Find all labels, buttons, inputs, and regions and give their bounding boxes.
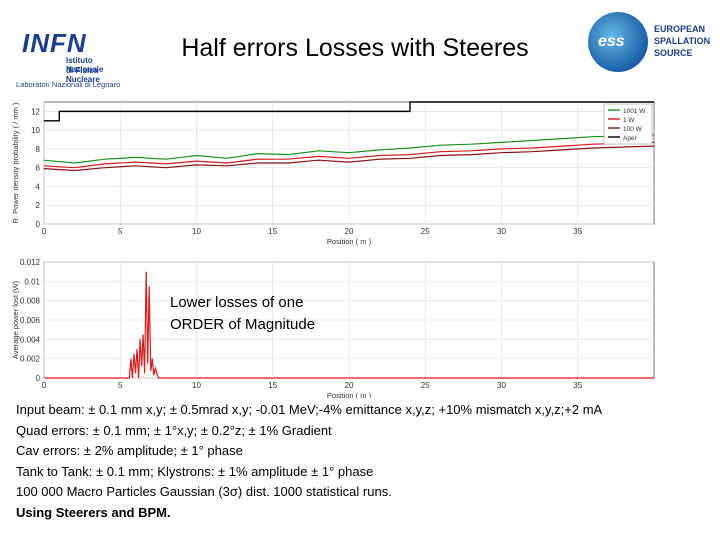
- y-tick-label: 0: [36, 220, 41, 229]
- tank-line: Tank to Tank: ± 0.1 mm; Klystrons: ± 1% …: [16, 463, 374, 479]
- y-tick-label: 8: [36, 145, 41, 154]
- ess-line1: EUROPEAN: [654, 24, 706, 34]
- y-tick-label: 0.004: [20, 335, 41, 344]
- power-density-plot: 0 2 4 6 8 10 12 0 5 10 15 20 25 30 35 Position ( m ) R. …: [11, 101, 655, 246]
- x-axis-label: Position ( m ): [327, 391, 372, 398]
- page-title: Half errors Losses with Steeres: [181, 34, 529, 62]
- x-tick-label: 25: [421, 381, 430, 390]
- x-tick-label: 10: [192, 381, 201, 390]
- infn-line3: Laboratori Nazionali di Legnaro: [16, 80, 121, 89]
- ess-logo: [588, 12, 648, 72]
- x-tick-label: 0: [42, 227, 47, 236]
- y-tick-label: 10: [31, 126, 40, 135]
- cav-errors-line: Cav errors: ± 2% amplitude; ± 1° phase: [16, 443, 243, 458]
- y-tick-label: 0.01: [24, 277, 40, 286]
- y-axis-label: R. Power density probability ( / mm ): [11, 102, 20, 223]
- y-tick-label: 0.002: [20, 355, 41, 364]
- x-tick-label: 20: [345, 381, 354, 390]
- infn-line2: di Fisica Nucleare: [66, 66, 100, 84]
- y-tick-label: 12: [31, 107, 40, 116]
- y-tick-label: 4: [36, 182, 41, 191]
- legend-entry: 1001 W: [623, 108, 646, 115]
- series-line-0: [43, 134, 655, 164]
- annotation-line2: ORDER of Magnitude: [170, 316, 316, 333]
- aperture-line: [44, 101, 654, 122]
- y-tick-label: 0: [36, 374, 41, 383]
- y-tick-label: 0.006: [20, 316, 41, 325]
- y-tick-label: 2: [36, 201, 41, 210]
- x-tick-label: 5: [118, 381, 123, 390]
- ess-logo-text: ess: [598, 33, 625, 50]
- series-line-1: [43, 141, 655, 169]
- y-tick-label: 0.008: [20, 297, 41, 306]
- x-tick-label: 35: [573, 227, 582, 236]
- annotation-line1: Lower losses of one: [170, 294, 304, 311]
- quad-errors-line: Quad errors: ± 0.1 mm; ± 1°x,y; ± 0.2°z;…: [16, 422, 332, 438]
- input-beam-line: Input beam: ± 0.1 mm x,y; ± 0.5mrad x,y;…: [16, 402, 603, 417]
- infn-line1: Istituto Nazionale: [66, 56, 104, 74]
- legend-entry: Aper: [623, 135, 638, 142]
- macro-particles-line: 100 000 Macro Particles Gaussian (3σ) di…: [16, 484, 392, 499]
- losses-annotation: Lower losses of one ORDER of Magnitude: [170, 292, 315, 336]
- x-tick-label: 30: [497, 381, 506, 390]
- y-tick-label: 0.012: [20, 258, 41, 267]
- infn-logo-text: INFN: [22, 28, 87, 58]
- ess-line2: SPALLATION: [654, 36, 711, 46]
- x-tick-label: 10: [192, 227, 201, 236]
- average-power-lost-plot: 0 0.002 0.004 0.006 0.008 0.01 0.012 0 5 10 15 20 25…: [11, 258, 655, 398]
- x-tick-label: 20: [345, 227, 354, 236]
- error-description: Input beam: ± 0.1 mm x,y; ± 0.5mrad x,y;…: [16, 400, 602, 523]
- x-tick-label: 5: [118, 227, 123, 236]
- legend-entry: 100 W: [623, 126, 643, 133]
- series-line-2: [43, 145, 655, 172]
- ess-line3: SOURCE: [654, 48, 693, 58]
- steerers-line: Using Steerers and BPM.: [16, 504, 171, 520]
- x-tick-label: 25: [421, 227, 430, 236]
- x-tick-label: 15: [268, 381, 277, 390]
- x-axis-label: Position ( m ): [327, 237, 372, 246]
- x-tick-label: 30: [497, 227, 506, 236]
- x-tick-label: 35: [573, 381, 582, 390]
- series-line-0: [44, 271, 654, 379]
- y-tick-label: 6: [36, 164, 41, 173]
- x-tick-label: 15: [268, 227, 277, 236]
- infn-logo: INFN Istituto Nazionale di Fisica Nuclea…: [10, 8, 130, 89]
- y-axis-label: Average power lost (W): [11, 280, 20, 359]
- x-tick-label: 0: [42, 381, 47, 390]
- legend-entry: 1 W: [623, 117, 635, 124]
